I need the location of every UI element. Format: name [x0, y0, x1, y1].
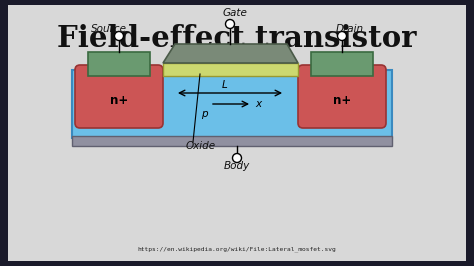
FancyBboxPatch shape: [8, 5, 466, 261]
FancyBboxPatch shape: [163, 63, 298, 76]
Text: x: x: [255, 99, 261, 109]
FancyBboxPatch shape: [72, 70, 392, 138]
Text: https://en.wikipedia.org/wiki/File:Lateral_mosfet.svg: https://en.wikipedia.org/wiki/File:Later…: [137, 246, 337, 252]
Text: Gate: Gate: [223, 8, 247, 18]
FancyBboxPatch shape: [298, 65, 386, 128]
Text: Source: Source: [91, 24, 127, 34]
Text: L: L: [222, 80, 228, 90]
Text: Field-effect transistor: Field-effect transistor: [57, 24, 417, 53]
FancyBboxPatch shape: [75, 65, 163, 128]
Text: Body: Body: [224, 161, 250, 171]
Circle shape: [115, 31, 124, 40]
Text: n+: n+: [110, 94, 128, 106]
Circle shape: [337, 31, 346, 40]
Text: p: p: [201, 109, 207, 119]
FancyBboxPatch shape: [88, 52, 150, 76]
Circle shape: [226, 19, 235, 28]
Text: Oxide: Oxide: [186, 141, 216, 151]
FancyBboxPatch shape: [72, 136, 392, 146]
Polygon shape: [163, 44, 298, 63]
Circle shape: [233, 153, 241, 163]
Text: Drain: Drain: [336, 24, 364, 34]
Text: n+: n+: [333, 94, 351, 106]
FancyBboxPatch shape: [311, 52, 373, 76]
